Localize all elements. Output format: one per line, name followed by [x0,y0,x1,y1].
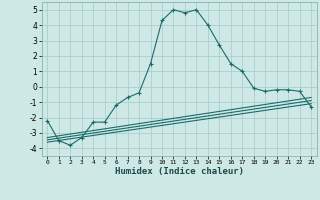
X-axis label: Humidex (Indice chaleur): Humidex (Indice chaleur) [115,167,244,176]
